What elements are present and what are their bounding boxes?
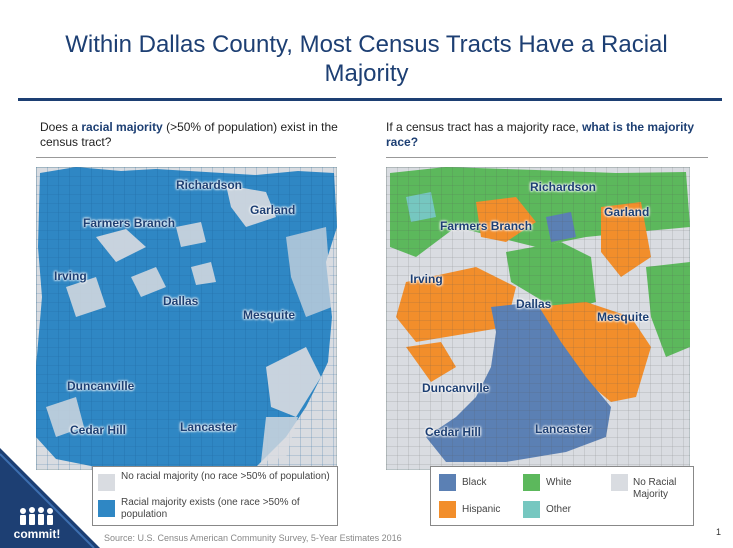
- left-city-label: Irving: [54, 269, 87, 283]
- legend-swatch: [98, 474, 115, 491]
- left-city-label: Mesquite: [243, 308, 296, 322]
- people-icon: [20, 507, 53, 525]
- legend-label: Racial majority exists (one race >50% of…: [121, 497, 300, 520]
- legend-label: Other: [546, 504, 572, 515]
- title-divider: [18, 98, 722, 101]
- legend-label: No Racial Majority: [633, 477, 677, 500]
- legend-swatch: [439, 501, 456, 518]
- legend-swatch: [98, 500, 115, 517]
- right-legend: Black White No Racial Majority Hispanic …: [430, 466, 694, 526]
- left-city-label: Richardson: [176, 178, 243, 192]
- left-city-label: Farmers Branch: [83, 216, 176, 230]
- right-city-label: Richardson: [530, 180, 597, 194]
- legend-label: Black: [462, 477, 487, 488]
- legend-swatch: [523, 474, 540, 491]
- right-city-label: Cedar Hill: [425, 425, 482, 439]
- right-question-divider: [386, 157, 708, 158]
- left-question: Does a racial majority (>50% of populati…: [40, 120, 338, 149]
- left-map-racial-majority: [36, 167, 337, 470]
- right-city-label: Lancaster: [535, 422, 592, 436]
- legend-swatch: [439, 474, 456, 491]
- logo-text: commit!: [13, 527, 61, 541]
- left-legend: No racial majority (no race >50% of popu…: [92, 466, 338, 526]
- legend-swatch: [523, 501, 540, 518]
- left-city-label: Dallas: [163, 294, 199, 308]
- page-title: Within Dallas County, Most Census Tracts…: [65, 31, 668, 87]
- left-question-divider: [36, 157, 336, 158]
- legend-label: No racial majority (no race >50% of popu…: [121, 471, 330, 482]
- right-question: If a census tract has a majority race, w…: [386, 120, 695, 149]
- right-city-label: Garland: [604, 205, 650, 219]
- commit-logo: commit!: [6, 506, 68, 544]
- right-city-label: Irving: [410, 272, 443, 286]
- right-city-label: Mesquite: [597, 310, 650, 324]
- left-city-label: Duncanville: [67, 379, 135, 393]
- right-city-label: Dallas: [516, 297, 552, 311]
- left-city-label: Lancaster: [180, 420, 237, 434]
- source-note: Source: U.S. Census American Community S…: [104, 533, 402, 543]
- page-number: 1: [715, 527, 721, 537]
- left-city-label: Garland: [250, 203, 296, 217]
- right-city-label: Duncanville: [422, 381, 490, 395]
- left-city-label: Cedar Hill: [70, 423, 127, 437]
- legend-label: White: [546, 477, 572, 488]
- right-map-majority-race: [386, 167, 690, 470]
- right-city-label: Farmers Branch: [440, 219, 533, 233]
- legend-label: Hispanic: [462, 504, 501, 515]
- legend-swatch: [611, 474, 628, 491]
